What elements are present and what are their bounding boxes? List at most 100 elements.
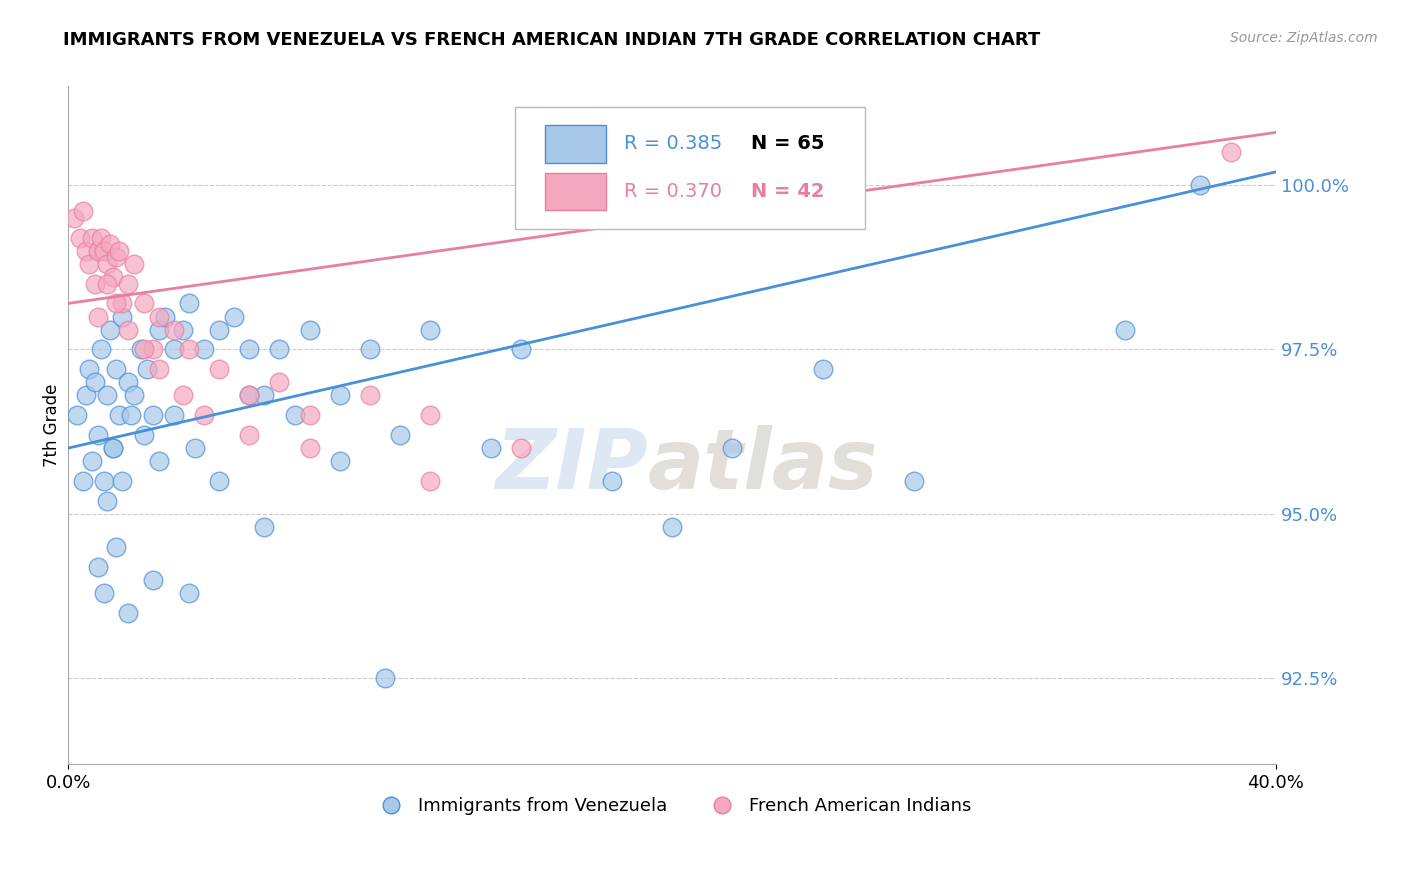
Point — [84, 277, 107, 291]
Point — [1189, 178, 1212, 192]
Point — [111, 296, 134, 310]
Point — [87, 559, 110, 574]
FancyBboxPatch shape — [515, 107, 865, 228]
Point — [510, 441, 533, 455]
Point — [419, 323, 441, 337]
Point — [129, 343, 152, 357]
Point — [117, 606, 139, 620]
Point — [124, 388, 146, 402]
Point — [117, 277, 139, 291]
Text: N = 65: N = 65 — [751, 135, 824, 153]
Point — [238, 428, 260, 442]
Point — [193, 408, 215, 422]
Point — [374, 671, 396, 685]
Text: IMMIGRANTS FROM VENEZUELA VS FRENCH AMERICAN INDIAN 7TH GRADE CORRELATION CHART: IMMIGRANTS FROM VENEZUELA VS FRENCH AMER… — [63, 31, 1040, 49]
Point — [72, 474, 94, 488]
Point — [238, 388, 260, 402]
Point — [163, 323, 186, 337]
Point — [98, 323, 121, 337]
Point — [75, 388, 97, 402]
Point — [163, 343, 186, 357]
Point — [419, 408, 441, 422]
Legend: Immigrants from Venezuela, French American Indians: Immigrants from Venezuela, French Americ… — [366, 790, 979, 822]
Point — [224, 310, 246, 324]
Point — [298, 323, 321, 337]
Point — [135, 362, 157, 376]
Point — [298, 408, 321, 422]
Point — [103, 441, 125, 455]
Point — [105, 540, 128, 554]
Point — [661, 520, 683, 534]
Point — [111, 310, 134, 324]
Point — [105, 251, 128, 265]
Point — [142, 408, 165, 422]
Point — [359, 343, 381, 357]
Point — [87, 310, 110, 324]
Point — [329, 388, 352, 402]
Point — [510, 343, 533, 357]
Point — [103, 441, 125, 455]
Point — [177, 296, 200, 310]
Point — [111, 474, 134, 488]
Point — [132, 296, 155, 310]
Point — [148, 323, 170, 337]
Point — [148, 310, 170, 324]
Point — [163, 408, 186, 422]
Point — [359, 388, 381, 402]
Point — [903, 474, 925, 488]
Text: ZIP: ZIP — [495, 425, 648, 507]
Point — [1219, 145, 1241, 160]
Text: R = 0.370: R = 0.370 — [624, 182, 721, 201]
Point — [90, 343, 112, 357]
Point — [208, 323, 231, 337]
Point — [77, 362, 100, 376]
Point — [82, 230, 104, 244]
Point — [108, 244, 131, 258]
Point — [90, 230, 112, 244]
Point — [103, 270, 125, 285]
Point — [142, 573, 165, 587]
Point — [148, 362, 170, 376]
Point — [172, 388, 194, 402]
Point — [1114, 323, 1136, 337]
Point — [253, 388, 276, 402]
Point — [283, 408, 305, 422]
Y-axis label: 7th Grade: 7th Grade — [44, 384, 60, 467]
Point — [479, 441, 502, 455]
Point — [329, 454, 352, 468]
Point — [148, 454, 170, 468]
Point — [82, 454, 104, 468]
Point — [153, 310, 176, 324]
Point — [72, 204, 94, 219]
Point — [253, 520, 276, 534]
Point — [208, 474, 231, 488]
Point — [124, 257, 146, 271]
Point — [121, 408, 143, 422]
Point — [117, 323, 139, 337]
Point — [96, 493, 118, 508]
Point — [93, 586, 115, 600]
Point — [96, 277, 118, 291]
Point — [238, 343, 260, 357]
Point — [66, 408, 89, 422]
Point — [142, 343, 165, 357]
Point — [69, 230, 91, 244]
Point — [98, 237, 121, 252]
Text: atlas: atlas — [648, 425, 879, 507]
Point — [87, 244, 110, 258]
Point — [177, 343, 200, 357]
Point — [721, 441, 744, 455]
Point — [93, 474, 115, 488]
Point — [600, 474, 623, 488]
Point — [132, 428, 155, 442]
Point — [96, 388, 118, 402]
Point — [105, 362, 128, 376]
Point — [269, 343, 291, 357]
Point — [63, 211, 86, 225]
Point — [117, 376, 139, 390]
Point — [105, 296, 128, 310]
Point — [193, 343, 215, 357]
Point — [177, 586, 200, 600]
Text: N = 42: N = 42 — [751, 182, 824, 201]
Point — [419, 474, 441, 488]
